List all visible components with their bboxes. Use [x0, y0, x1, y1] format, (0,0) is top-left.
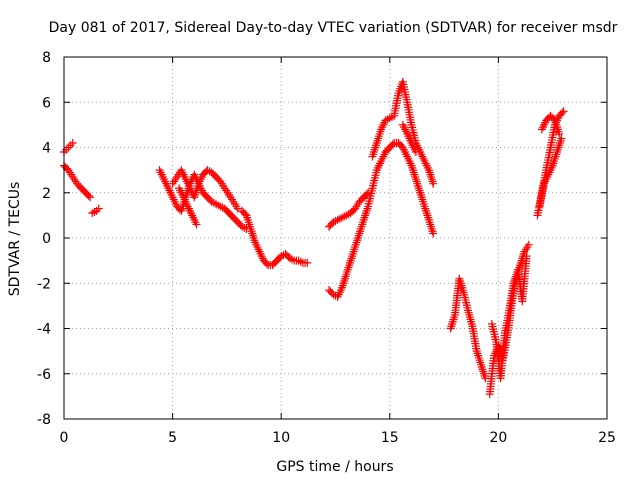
x-tick-label: 25 [598, 430, 616, 446]
y-tick-label: -8 [37, 412, 51, 428]
data-point [233, 204, 242, 213]
data-point [411, 148, 420, 157]
series-s2 [60, 161, 95, 202]
y-tick-label: 6 [42, 95, 51, 111]
x-tick-label: 15 [381, 430, 399, 446]
chart-title: Day 081 of 2017, Sidereal Day-to-day VTE… [49, 20, 618, 36]
axis-tick-labels: 0 5 10 15 20 25 -8 -6 -4 -2 0 2 4 6 8 [37, 50, 616, 446]
data-point [68, 138, 77, 147]
data-point [555, 129, 564, 138]
series-s12 [446, 274, 490, 383]
data-point [557, 134, 566, 143]
data-point [429, 229, 438, 238]
series-s6 [175, 184, 201, 229]
y-axis-label: SDTVAR / TECUs [7, 182, 23, 297]
y-tick-label: -2 [37, 276, 51, 292]
x-tick-label: 20 [489, 430, 507, 446]
x-tick-label: 10 [272, 430, 290, 446]
y-tick-label: 8 [42, 50, 51, 66]
data-point [94, 204, 103, 213]
data-point [559, 107, 568, 116]
x-axis-label: GPS time / hours [276, 459, 393, 475]
series-s9 [324, 138, 438, 301]
series-s14 [487, 252, 531, 383]
data-point-interp [84, 191, 93, 200]
y-tick-label: -4 [37, 322, 51, 338]
series-s8 [324, 188, 373, 231]
series-s5 [168, 166, 242, 213]
data-point-interp [262, 259, 271, 268]
data-point [303, 258, 312, 267]
data-point-interp [558, 108, 567, 117]
series-s17 [535, 134, 566, 211]
y-tick-label: 0 [42, 231, 51, 247]
data-point-interp [362, 190, 371, 199]
y-tick-label: 2 [42, 186, 51, 202]
series-s3 [88, 204, 103, 218]
data-point [192, 220, 201, 229]
x-tick-label: 0 [60, 430, 69, 446]
series-s11 [398, 120, 420, 157]
data-point-interp [388, 140, 397, 149]
series-s16 [537, 111, 564, 138]
data-point [429, 179, 438, 188]
data-point [522, 252, 531, 261]
y-tick-label: -6 [37, 367, 51, 383]
data-point [524, 240, 533, 249]
data-point [86, 193, 95, 202]
data-points [60, 77, 568, 399]
x-tick-label: 5 [168, 430, 177, 446]
plot-frame [63, 56, 608, 420]
y-tick-label: 4 [42, 141, 51, 157]
series-s7 [238, 206, 312, 270]
